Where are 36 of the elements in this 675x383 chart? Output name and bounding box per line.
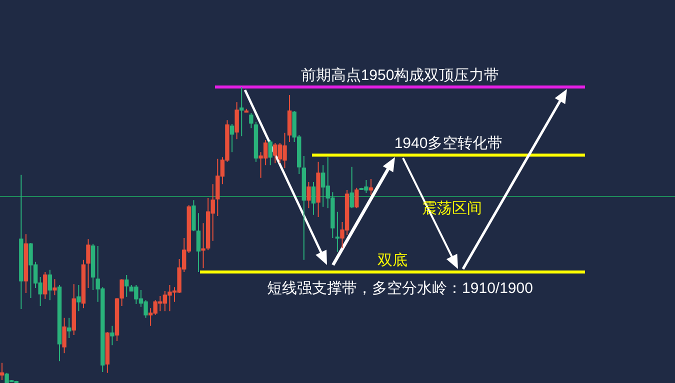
candlestick — [90, 243, 96, 291]
candlestick — [52, 278, 57, 296]
candlestick — [48, 269, 52, 301]
candlestick — [110, 325, 114, 346]
candlestick — [43, 272, 48, 300]
candlestick — [192, 200, 196, 232]
candlestick — [201, 222, 206, 269]
candlestick — [302, 155, 306, 260]
candlestick — [86, 238, 90, 288]
candlestick — [316, 161, 320, 218]
candlestick — [287, 94, 292, 143]
candlestick — [350, 166, 354, 209]
ref-line-label: 前期高点1950构成双顶压力带 — [300, 67, 500, 84]
candlestick — [66, 317, 72, 339]
ref-line-label: 1940多空转化带 — [394, 135, 503, 152]
candlestick — [124, 274, 129, 298]
ref-line-label: 双底 — [378, 252, 408, 269]
candlestick — [240, 86, 244, 137]
candlestick — [24, 234, 28, 294]
candlestick — [268, 139, 272, 166]
candlestick — [76, 284, 81, 312]
candlestick — [196, 212, 201, 272]
candlestick — [311, 182, 316, 216]
candlestick — [368, 178, 374, 196]
candlestick — [19, 174, 24, 310]
annotation: 短线强支撑带，多空分水岭：1910/1900 — [267, 280, 533, 297]
candlestick — [306, 182, 311, 209]
candlestick — [72, 284, 76, 336]
candlestick — [244, 108, 249, 113]
candlestick — [120, 278, 124, 307]
candlestick — [234, 102, 239, 140]
candlestick — [0, 362, 4, 381]
candlestick — [230, 124, 234, 153]
candlestick — [335, 211, 340, 252]
candlestick — [62, 317, 66, 354]
candlestick — [249, 112, 254, 129]
